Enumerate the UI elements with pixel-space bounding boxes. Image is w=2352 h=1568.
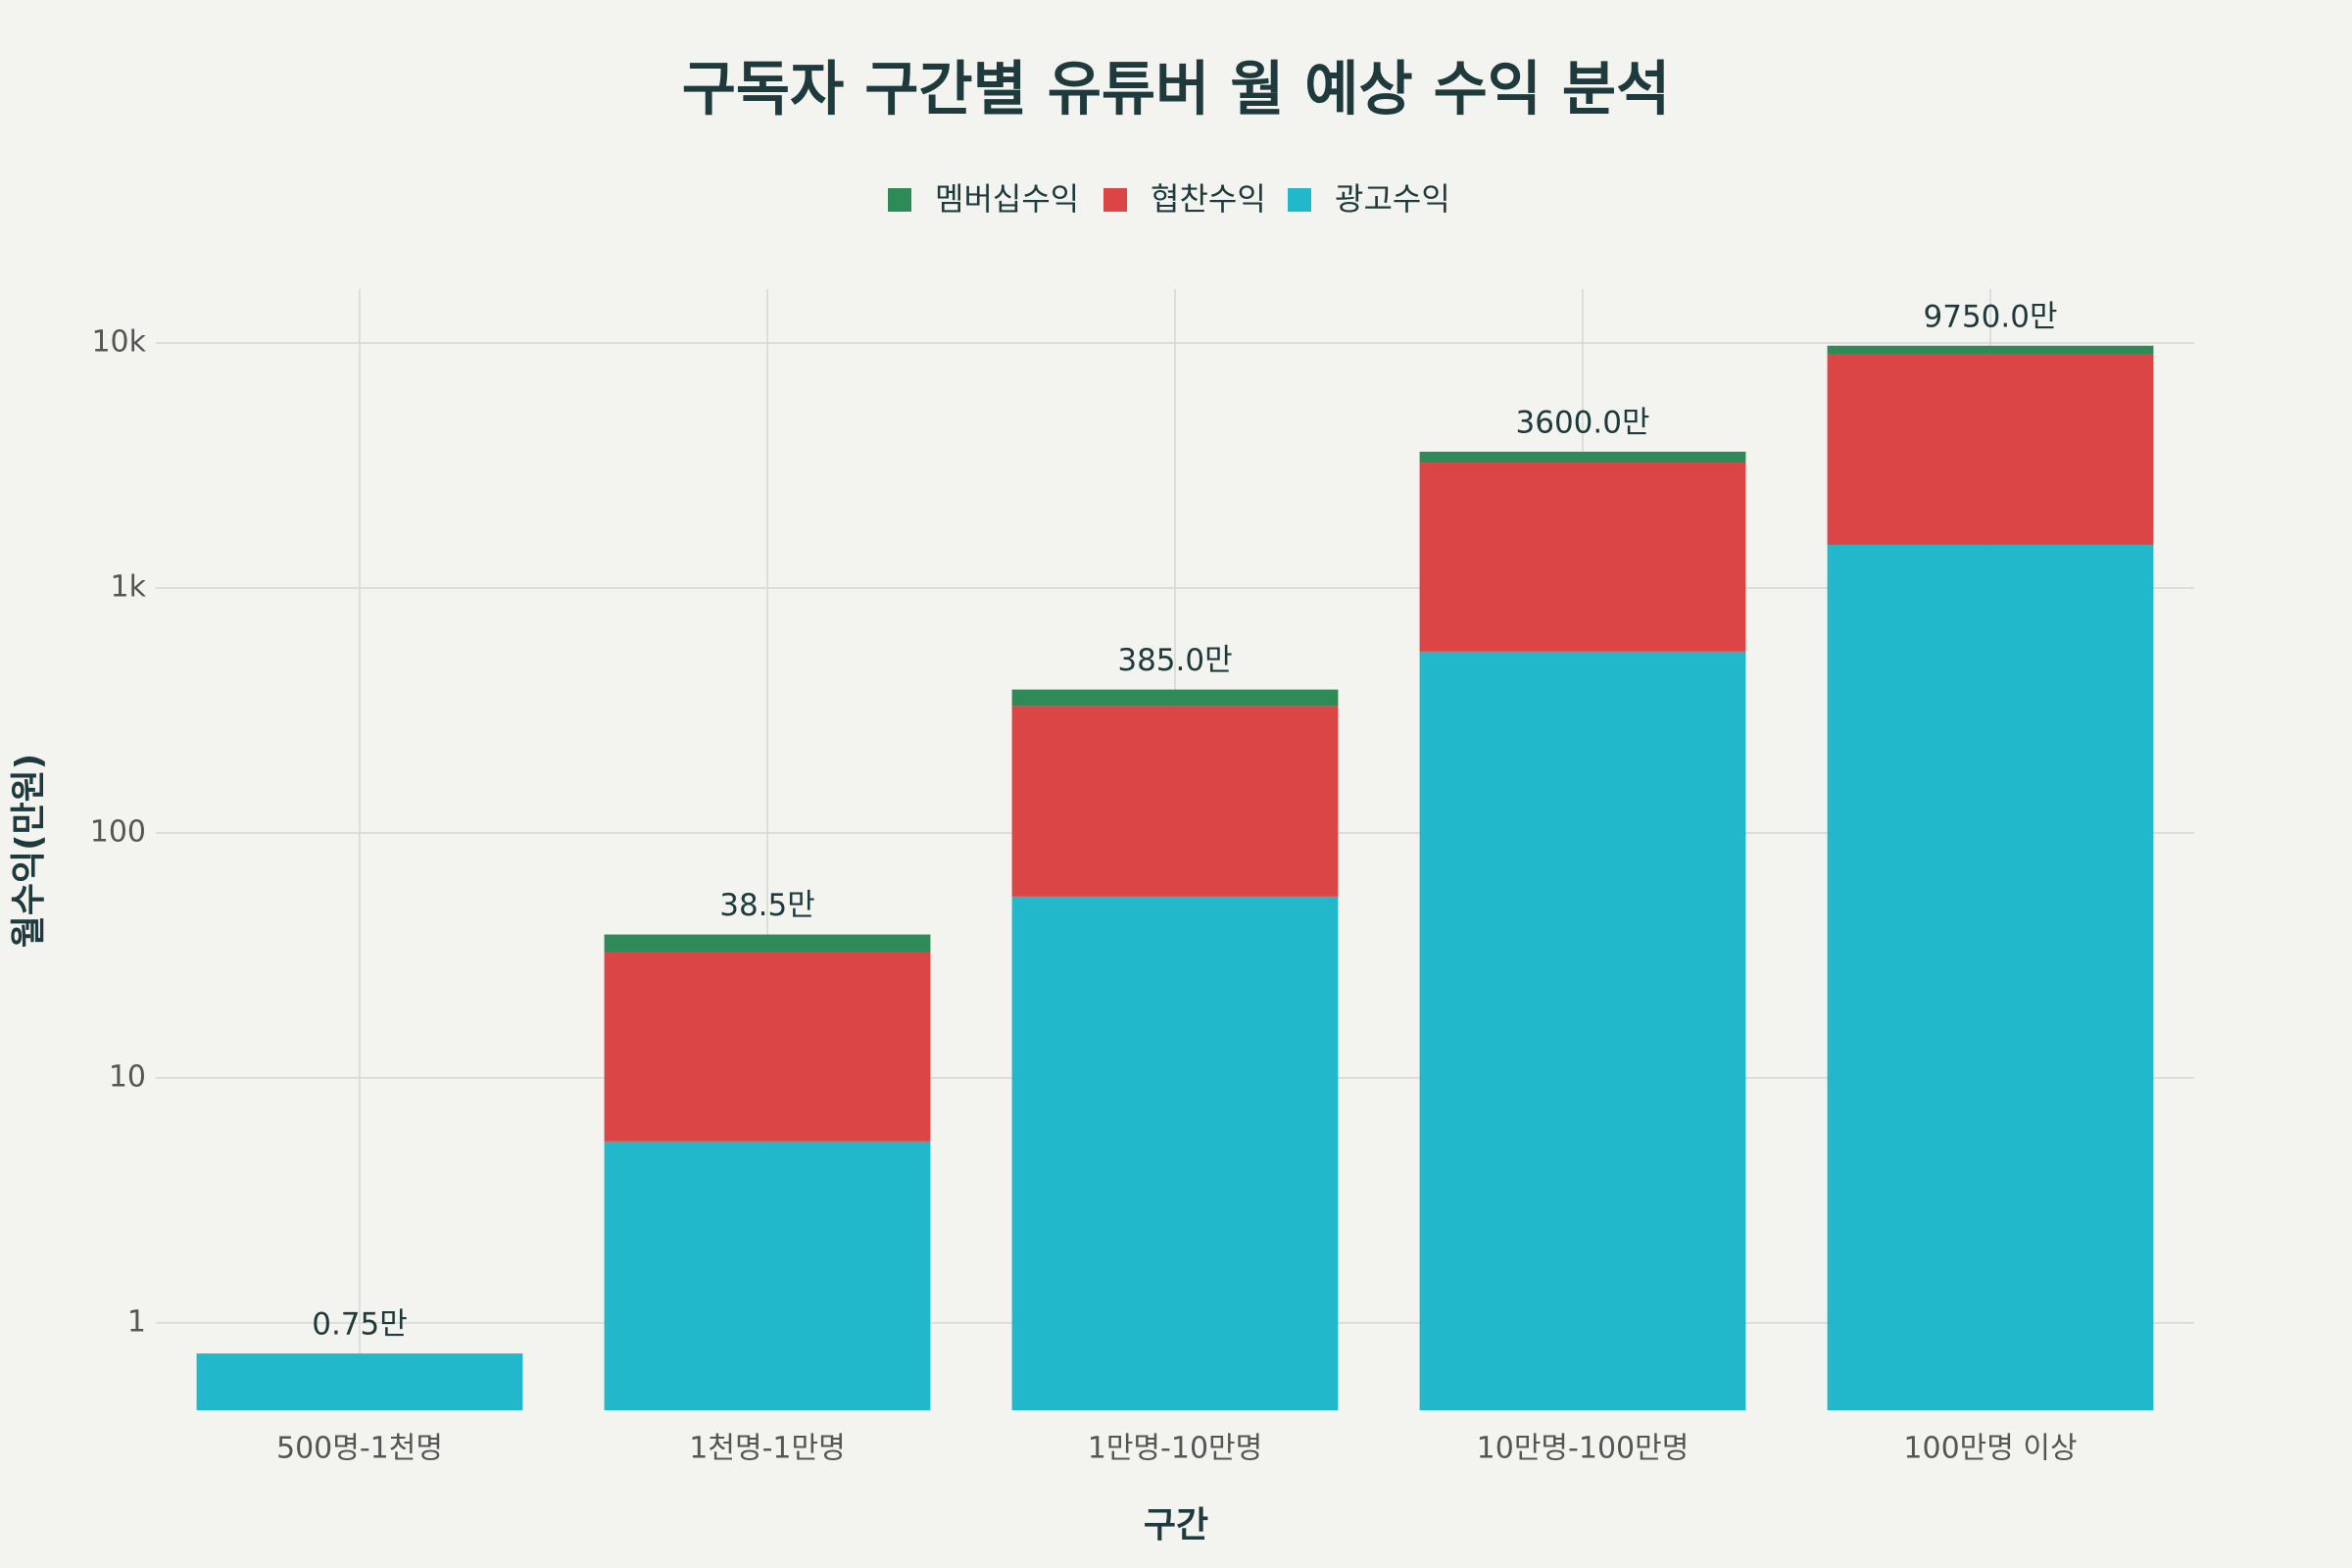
x-tick-label: 100만명 이상 (1903, 1432, 2077, 1466)
y-tick-label: 10k (91, 325, 146, 360)
bar-segment (604, 952, 931, 1142)
bar-segment (1011, 896, 1339, 1410)
total-label: 38.5만 (719, 888, 815, 923)
y-tick-label: 10 (109, 1059, 146, 1094)
bar-segment (1827, 354, 2154, 545)
bar-segment (1419, 451, 1746, 464)
bar-segment (196, 1353, 523, 1410)
legend-swatch (1288, 188, 1311, 212)
bar-segment (1419, 651, 1746, 1410)
bar-segment (1419, 463, 1746, 652)
y-tick-label: 100 (90, 814, 146, 849)
x-tick-label: 10만명-100만명 (1477, 1432, 1690, 1466)
x-tick-label: 1천명-1만명 (689, 1432, 845, 1466)
legend-label: 광고수익 (1335, 180, 1450, 218)
legend-swatch (1103, 188, 1127, 212)
legend-swatch (888, 188, 911, 212)
x-tick-label: 1만명-10만명 (1088, 1432, 1263, 1466)
total-label: 385.0만 (1117, 643, 1232, 678)
x-tick-label: 500명-1천명 (276, 1432, 443, 1466)
y-tick-label: 1k (111, 569, 147, 604)
bar-segment (1011, 689, 1339, 707)
chart-title: 구독자 구간별 유튜버 월 예상 수익 분석 (682, 56, 1671, 124)
bar-segment (1827, 544, 2154, 1410)
bar-segment (1011, 706, 1339, 897)
y-axis-title: 월수익(만원) (9, 754, 49, 949)
total-label: 0.75만 (312, 1307, 408, 1343)
total-label: 9750.0만 (1924, 299, 2058, 334)
legend-label: 협찬수익 (1151, 180, 1266, 218)
total-label: 3600.0만 (1516, 405, 1650, 440)
x-axis-title: 구간 (1144, 1505, 1208, 1545)
bar-segment (604, 1141, 931, 1410)
y-tick-label: 1 (127, 1304, 146, 1339)
bar-segment (1827, 345, 2154, 355)
bar-segment (604, 934, 931, 953)
legend-label: 멤버십수익 (935, 180, 1079, 218)
